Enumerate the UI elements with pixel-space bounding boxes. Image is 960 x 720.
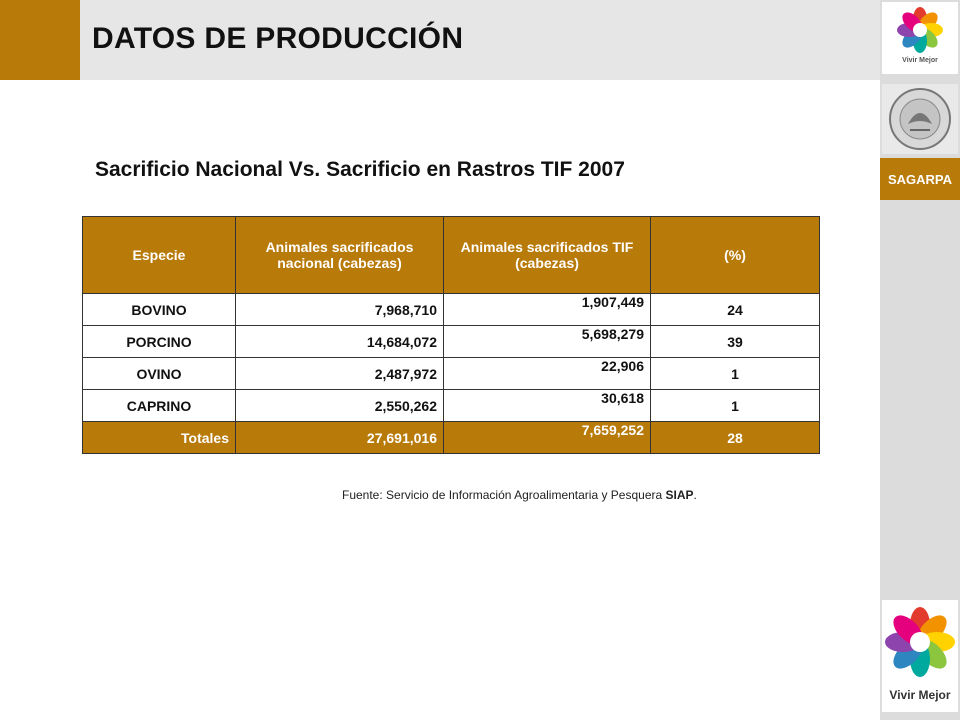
vivir-mejor-logo-top: Vivir Mejor bbox=[882, 2, 958, 74]
national-seal-icon bbox=[889, 88, 951, 150]
cell-totals-nacional: 27,691,016 bbox=[235, 421, 444, 454]
cell-percent: 1 bbox=[650, 389, 820, 422]
cell-tif: 22,906 bbox=[443, 357, 651, 390]
flower-logo-icon bbox=[885, 607, 955, 677]
cell-totals-tif: 7,659,252 bbox=[443, 421, 651, 454]
cell-tif: 1,907,449 bbox=[443, 293, 651, 326]
table-subtitle: Sacrificio Nacional Vs. Sacrificio en Ra… bbox=[95, 158, 625, 181]
cell-nacional: 7,968,710 bbox=[235, 293, 444, 326]
header-percent: (%) bbox=[650, 216, 820, 294]
table-row: OVINO 2,487,972 22,906 1 bbox=[82, 357, 820, 390]
header-accent-block bbox=[0, 0, 80, 80]
page-title: DATOS DE PRODUCCIÓN bbox=[92, 22, 464, 55]
source-prefix: Fuente: Servicio de Información Agroalim… bbox=[342, 488, 666, 502]
cell-nacional: 2,550,262 bbox=[235, 389, 444, 422]
header-especie: Especie bbox=[82, 216, 236, 294]
cell-species: BOVINO bbox=[82, 293, 236, 326]
national-seal bbox=[882, 84, 958, 154]
cell-nacional: 14,684,072 bbox=[235, 325, 444, 358]
cell-nacional: 2,487,972 bbox=[235, 357, 444, 390]
cell-tif: 30,618 bbox=[443, 389, 651, 422]
table-header-row: Especie Animales sacrificados nacional (… bbox=[82, 216, 820, 294]
cell-percent: 1 bbox=[650, 357, 820, 390]
cell-species: CAPRINO bbox=[82, 389, 236, 422]
sagarpa-label: SAGARPA bbox=[880, 158, 960, 200]
header-tif: Animales sacrificados TIF (cabezas) bbox=[443, 216, 651, 294]
logo-bottom-caption: Vivir Mejor bbox=[889, 688, 951, 702]
table-totals-row: Totales 27,691,016 7,659,252 28 bbox=[82, 421, 820, 454]
cell-species: OVINO bbox=[82, 357, 236, 390]
cell-percent: 24 bbox=[650, 293, 820, 326]
table-row: PORCINO 14,684,072 5,698,279 39 bbox=[82, 325, 820, 358]
vivir-mejor-logo-bottom: Vivir Mejor bbox=[882, 600, 958, 712]
cell-tif: 5,698,279 bbox=[443, 325, 651, 358]
flower-logo-icon bbox=[897, 7, 943, 53]
cell-totals-percent: 28 bbox=[650, 421, 820, 454]
cell-percent: 39 bbox=[650, 325, 820, 358]
table-row: CAPRINO 2,550,262 30,618 1 bbox=[82, 389, 820, 422]
header-bar bbox=[0, 0, 880, 80]
cell-totals-label: Totales bbox=[82, 421, 236, 454]
source-suffix: . bbox=[693, 488, 697, 502]
source-emphasis: SIAP bbox=[665, 488, 694, 502]
table-row: BOVINO 7,968,710 1,907,449 24 bbox=[82, 293, 820, 326]
cell-species: PORCINO bbox=[82, 325, 236, 358]
production-table: Especie Animales sacrificados nacional (… bbox=[82, 216, 820, 454]
source-note: Fuente: Servicio de Información Agroalim… bbox=[342, 488, 697, 502]
logo-top-caption: Vivir Mejor bbox=[902, 57, 938, 64]
header-nacional: Animales sacrificados nacional (cabezas) bbox=[235, 216, 444, 294]
